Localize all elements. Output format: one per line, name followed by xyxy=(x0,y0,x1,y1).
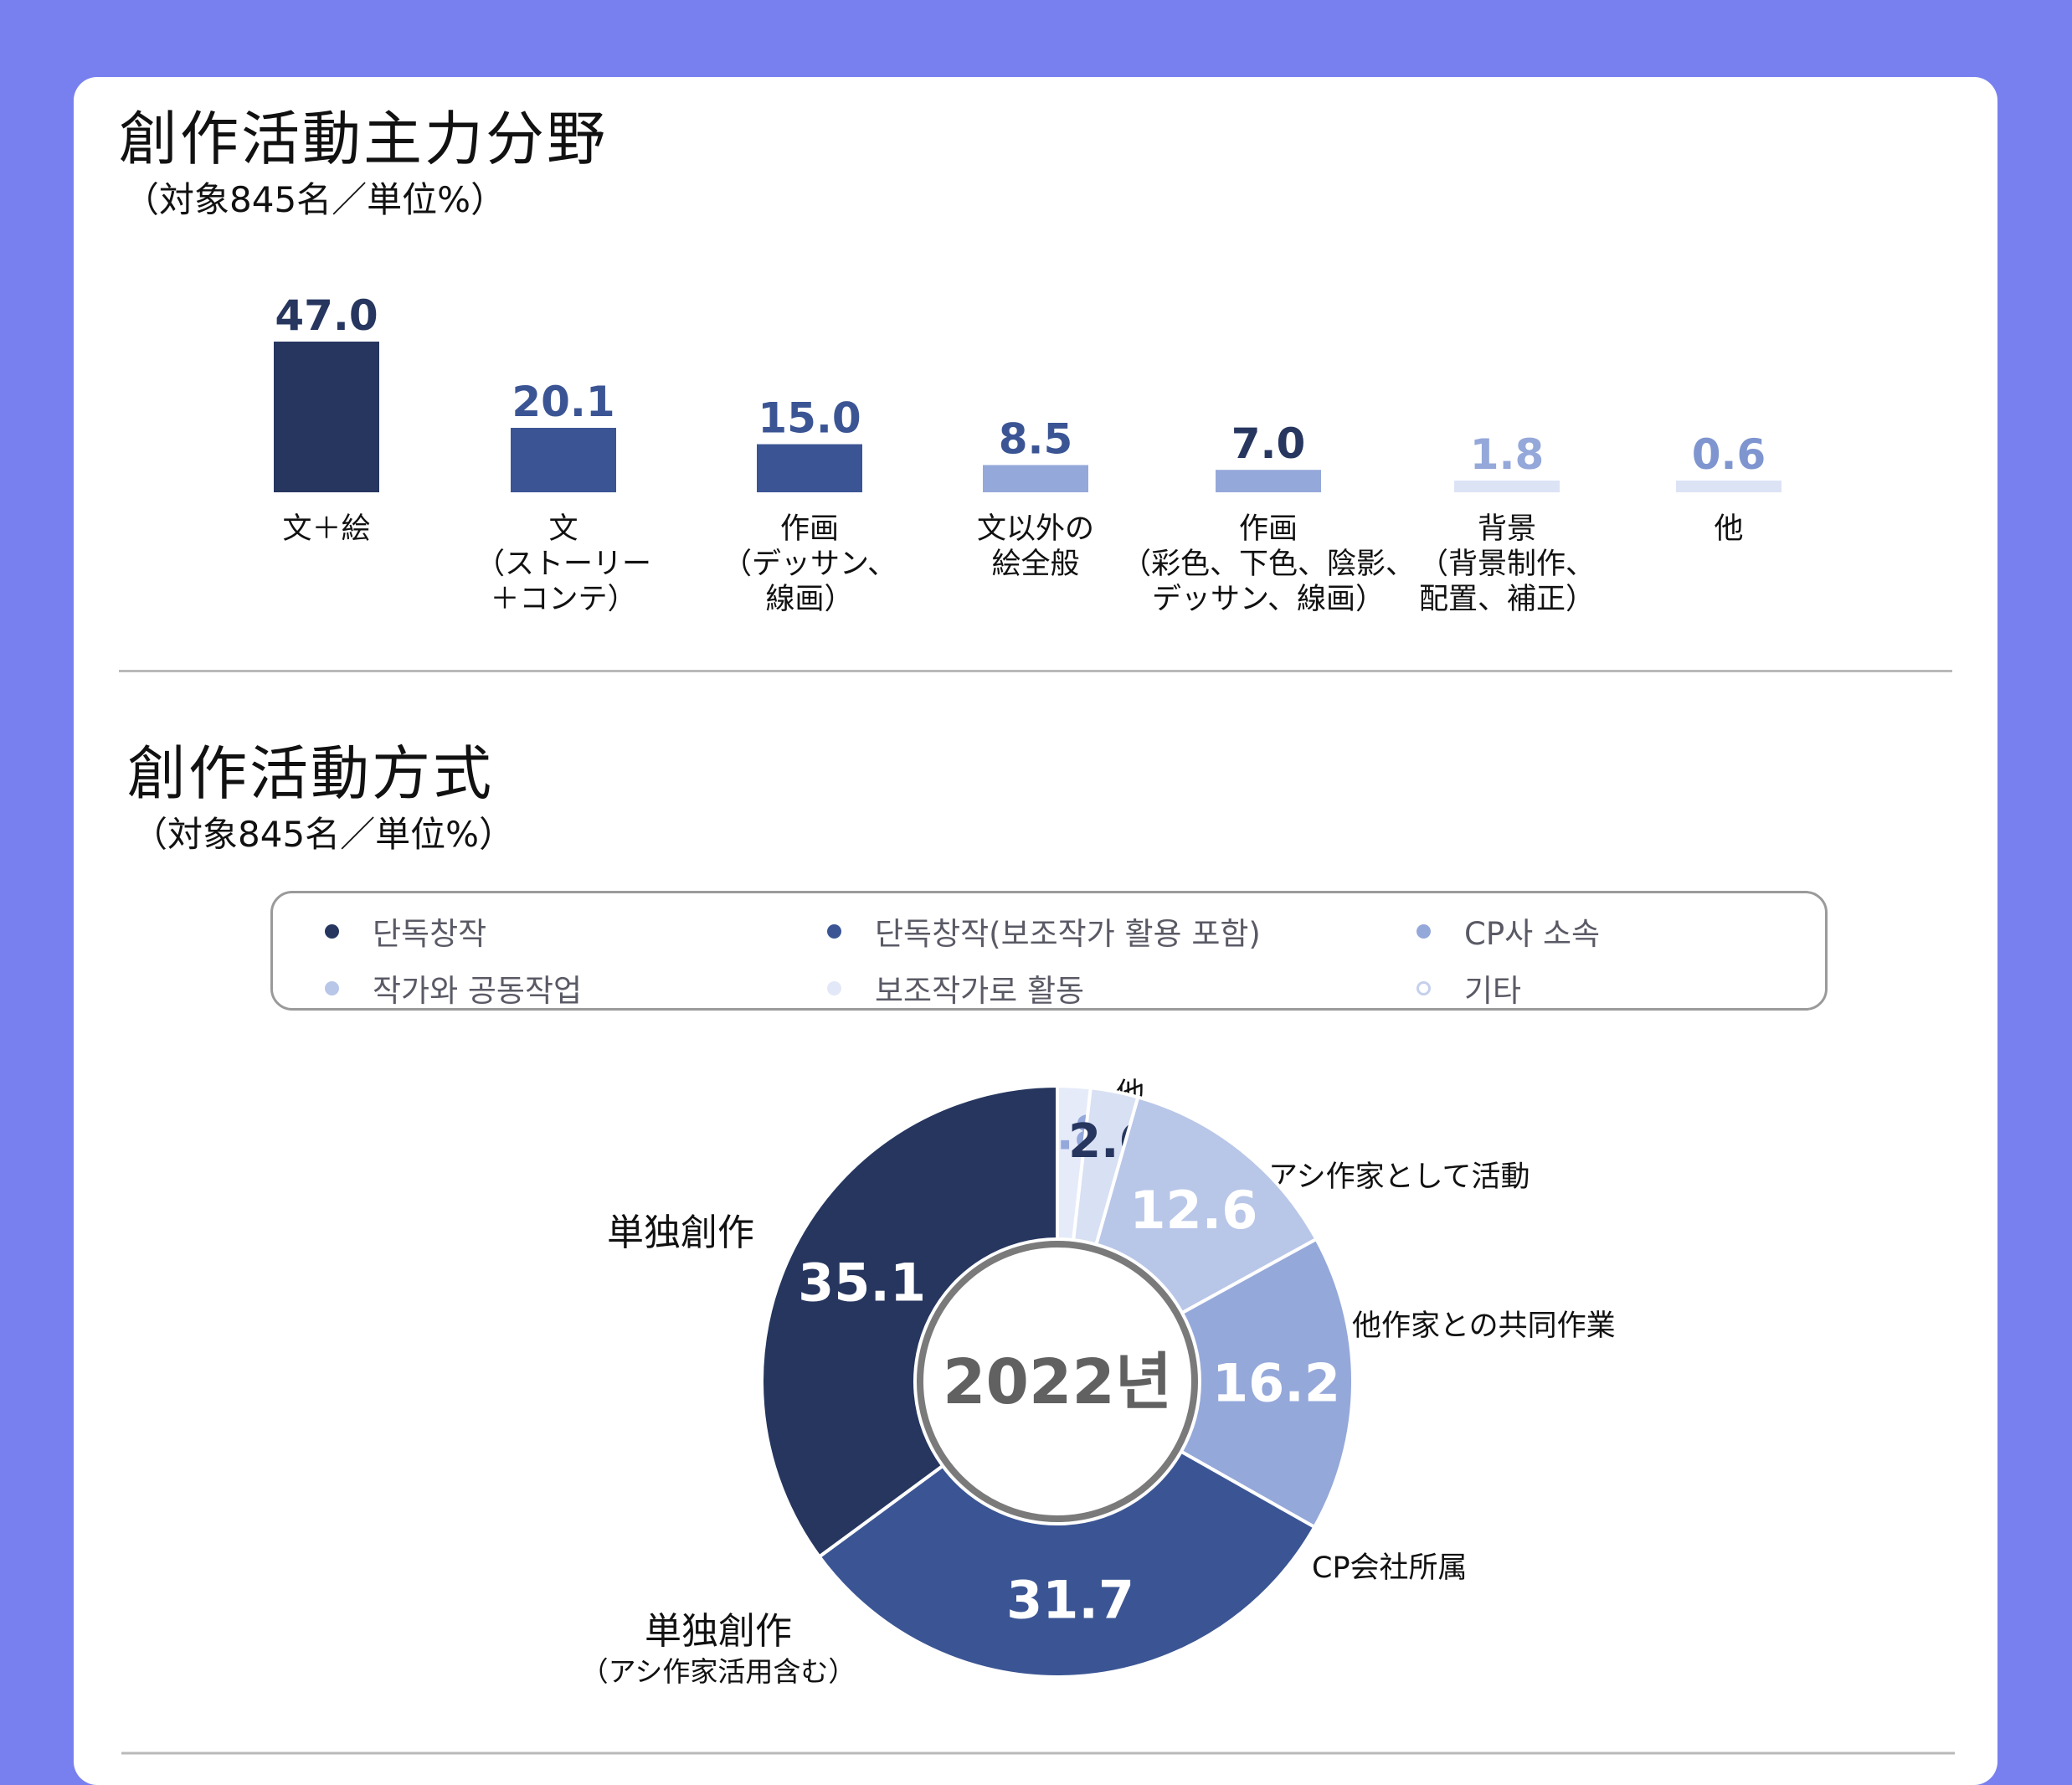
legend-item: 작가와 공동작업 xyxy=(325,965,582,1011)
legend-label: 단독창작(보조작가 활용 포함) xyxy=(875,916,1261,952)
bar-value-label: 7.0 xyxy=(1231,419,1306,468)
bar-category-label: 背景 xyxy=(1478,512,1536,546)
donut-slice-label: 単独創作 xyxy=(645,1610,792,1653)
legend-item: CP사 소속 xyxy=(1416,908,1600,954)
donut-slice-label: CP会社所属 xyxy=(1312,1551,1468,1585)
legend-item: 기타 xyxy=(1416,965,1521,1011)
bar xyxy=(983,465,1088,492)
bar-category-label: 配置、補正） xyxy=(1419,583,1595,616)
donut-slice xyxy=(816,1449,1317,1679)
legend-marker xyxy=(325,980,339,995)
bar-category-label: 文 xyxy=(548,512,578,546)
donut-value-label: 12.6 xyxy=(1129,1180,1257,1241)
bar-category-label: 線画） xyxy=(765,583,853,616)
legend-label: 보조작가로 활동 xyxy=(875,973,1085,1009)
bar xyxy=(274,342,379,492)
donut-slice xyxy=(1093,1094,1319,1315)
bar-value-label: 8.5 xyxy=(999,414,1073,463)
donut-slice-sublabel: （アシ作家活用含む） xyxy=(581,1655,856,1688)
bar-value-label: 0.6 xyxy=(1692,430,1766,479)
bar xyxy=(1676,481,1782,492)
legend-marker xyxy=(827,923,841,939)
donut-slice-label: 他作家との共同作業 xyxy=(1352,1309,1616,1343)
legend-label: CP사 소속 xyxy=(1464,916,1601,952)
bar-chart-subtitle: （対象845名／単位%） xyxy=(124,179,506,220)
bar-category-label: 文以外の xyxy=(977,512,1094,546)
legend-item: 보조작가로 활동 xyxy=(827,965,1084,1011)
bar-category-label: （デッサン、 xyxy=(722,548,897,581)
legend-label: 기타 xyxy=(1464,973,1522,1009)
bar-category-label: 作画 xyxy=(1239,512,1298,546)
bar-value-label: 1.8 xyxy=(1470,430,1545,479)
bar-value-label: 20.1 xyxy=(512,378,614,426)
bar-category-label: 絵全般 xyxy=(991,548,1079,581)
bar xyxy=(1454,481,1560,492)
section-divider xyxy=(119,670,1952,672)
donut-center-disc xyxy=(917,1241,1198,1522)
bar xyxy=(511,428,616,492)
legend-marker xyxy=(1416,980,1431,995)
donut-chart-title: 創作活動方式 xyxy=(127,739,494,808)
donut-center-label: 2022년 xyxy=(943,1346,1172,1418)
legend-marker xyxy=(827,980,841,995)
bar-value-label: 15.0 xyxy=(758,394,861,443)
bar-category-label: （背景制作、 xyxy=(1419,548,1595,581)
legend-label: 작가와 공동작업 xyxy=(373,973,583,1009)
bar xyxy=(1216,470,1321,492)
bar-value-label: 47.0 xyxy=(275,291,378,340)
legend-marker xyxy=(1416,923,1431,939)
bar-category-label: （彩色、下色、陰影、 xyxy=(1122,548,1415,581)
donut-legend: 단독창작 단독창작(보조작가 활용 포함) CP사 소속 작가와 공동작업 보조… xyxy=(270,891,1828,1011)
legend-item: 단독창작 xyxy=(325,908,486,954)
bar xyxy=(757,444,862,492)
bar-category-label: ＋コンテ） xyxy=(490,583,636,616)
bar-category-label: （ストーリー xyxy=(476,548,651,581)
donut-slice-label: 単独創作 xyxy=(607,1211,754,1254)
donut-value-label: 31.7 xyxy=(1006,1570,1134,1631)
donut-slice xyxy=(760,1083,1059,1560)
donut-value-label: 35.1 xyxy=(798,1253,926,1314)
legend-marker xyxy=(325,923,339,939)
bar-chart-title: 創作活動主力分野 xyxy=(119,105,608,173)
legend-label: 단독창작 xyxy=(373,916,487,952)
donut-chart-subtitle: （対象845名／単位%） xyxy=(132,814,515,855)
bar-category-label: 他 xyxy=(1714,512,1743,546)
bar-category-label: デッサン、線画） xyxy=(1152,583,1385,616)
bar-category-label: 文＋絵 xyxy=(282,512,370,546)
donut-slice-label: アシ作家として活動 xyxy=(1268,1160,1530,1194)
bar-category-label: 作画 xyxy=(780,512,839,546)
legend-item: 단독창작(보조작가 활용 포함) xyxy=(827,908,1261,954)
donut-slice xyxy=(1179,1237,1355,1530)
donut-value-label: 16.2 xyxy=(1212,1352,1340,1413)
